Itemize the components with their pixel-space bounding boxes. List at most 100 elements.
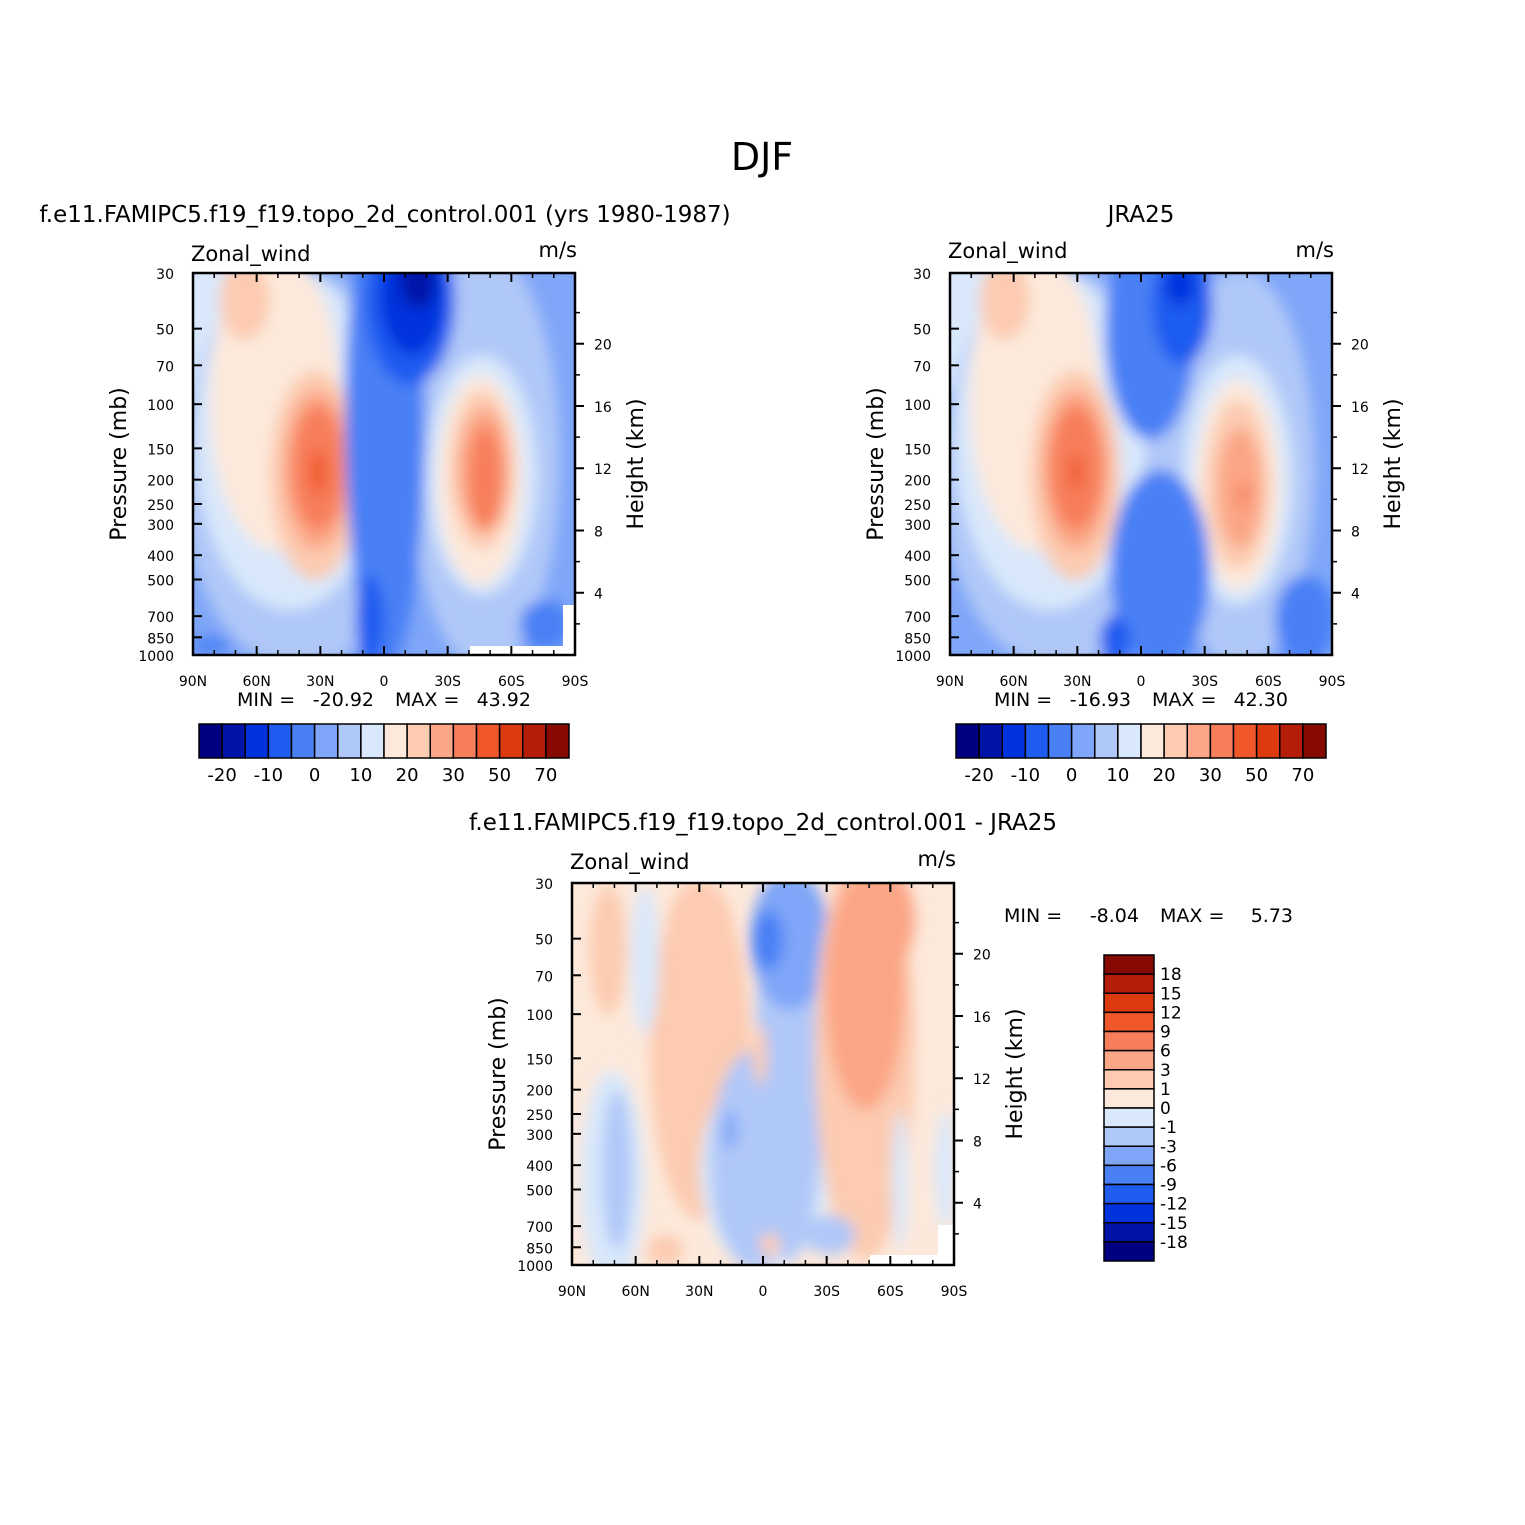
- panel-diff-colorbar-label: -3: [1160, 1137, 1177, 1157]
- panel-model-colorbar-box: [406, 723, 431, 759]
- panel-diff-colorbar-label: -6: [1160, 1156, 1177, 1176]
- panel-diff-colorbar-label: 9: [1160, 1023, 1171, 1043]
- panel-diff-xtick-label: 60N: [622, 1284, 650, 1300]
- panel-model-colorbar-box: [198, 723, 223, 759]
- panel-diff-ytick-label: 70: [535, 969, 553, 985]
- panel-model-xtick-label: 90S: [562, 674, 589, 690]
- panel-obs-xtick-label: 90S: [1319, 674, 1346, 690]
- panel-model-min-label: MIN =: [237, 689, 295, 711]
- panel-diff-ytick-label: 400: [526, 1159, 553, 1175]
- panel-obs-min-label: MIN =: [994, 689, 1052, 711]
- panel-diff-colorbar-box: [1103, 1049, 1155, 1071]
- panel-diff-colorbar-label: -9: [1160, 1176, 1177, 1196]
- panel-diff-colorbar-box: [1103, 1241, 1155, 1262]
- panel-diff-xtick-label: 90N: [558, 1284, 586, 1300]
- panel-obs-xtick-label: 60N: [1000, 674, 1028, 690]
- panel-diff-colorbar-label: 3: [1160, 1061, 1171, 1081]
- panel-diff-ytick-label: 150: [526, 1052, 553, 1068]
- panel-obs-colorbar-box: [1024, 723, 1050, 759]
- panel-diff-y2tick-label: 20: [973, 948, 991, 964]
- panel-obs-variable: Zonal_wind: [948, 239, 1067, 264]
- panel-model-colorbar-label: 70: [534, 765, 557, 786]
- panel-diff-colorbar-box: [1103, 1202, 1155, 1224]
- panel-diff-ytick-label: 100: [526, 1008, 553, 1024]
- panel-model-colorbar-box: [429, 723, 455, 759]
- panel-diff-xtick-label: 60S: [877, 1284, 904, 1300]
- panel-obs-colorbar-box: [1047, 723, 1073, 759]
- panel-model-ytick-label: 30: [156, 267, 174, 283]
- panel-diff-xtick-label: 0: [759, 1284, 768, 1300]
- panel-diff-colorbar-label: -1: [1160, 1118, 1177, 1138]
- panel-model-colorbar: -20 -10 0 10 20 30 50 70: [198, 723, 570, 786]
- panel-obs-ytick-label: 100: [904, 398, 931, 414]
- panel-diff-xtick-label: 30S: [813, 1284, 840, 1300]
- panel-diff-colorbar-box: [1103, 992, 1155, 1014]
- panel-diff-colorbar-box: [1103, 1222, 1155, 1243]
- panel-model-colorbar-label: 10: [349, 765, 372, 786]
- panel-obs-y2tick-label: 20: [1351, 338, 1369, 354]
- panel-diff-colorbar-box: [1103, 1126, 1155, 1147]
- panel-obs-min: -16.93: [1070, 689, 1131, 711]
- panel-obs-ytick-label: 400: [904, 549, 931, 565]
- panel-obs-max-label: MAX =: [1152, 689, 1216, 711]
- panel-obs-ylabel: Pressure (mb): [864, 387, 889, 541]
- panel-obs-ytick-label: 1000: [895, 649, 931, 665]
- panel-obs-xtick-label: 30N: [1063, 674, 1091, 690]
- panel-diff-ytick-label: 700: [526, 1220, 553, 1236]
- panel-diff-ytick-label: 200: [526, 1084, 553, 1100]
- panel-model-y2tick-label: 12: [594, 462, 612, 478]
- panel-diff-xtick-label: 30N: [685, 1284, 713, 1300]
- panel-diff-variable: Zonal_wind: [570, 850, 689, 875]
- panel-diff-ytick-label: 500: [526, 1183, 553, 1199]
- panel-obs-colorbar-box: [1001, 723, 1027, 759]
- panel-diff-title: f.e11.FAMIPC5.f19_f19.topo_2d_control.00…: [469, 810, 1057, 836]
- panel-diff-ytick-label: 1000: [517, 1259, 553, 1275]
- panel-obs-y2tick-label: 4: [1351, 587, 1360, 603]
- panel-obs-ytick-label: 500: [904, 573, 931, 589]
- panel-model-xtick-label: 30S: [434, 674, 461, 690]
- panel-model-ytick-label: 150: [147, 442, 174, 458]
- panel-diff-colorbar-label: -15: [1160, 1214, 1188, 1234]
- panel-obs-colorbar-box: [1094, 723, 1119, 759]
- panel-model-ytick-label: 300: [147, 518, 174, 534]
- panel-model-xtick-label: 60N: [243, 674, 271, 690]
- panel-obs-field: [950, 273, 1332, 655]
- panel-model-ylabel: Pressure (mb): [107, 387, 132, 541]
- panel-diff: f.e11.FAMIPC5.f19_f19.topo_2d_control.00…: [469, 810, 1293, 1300]
- panel-obs-colorbar-box: [1255, 723, 1281, 759]
- panel-obs-ytick-label: 300: [904, 518, 931, 534]
- panel-model-ytick-label: 400: [147, 549, 174, 565]
- panel-diff-min-label: MIN =: [1004, 905, 1062, 927]
- panel-diff-colorbar-box: [1103, 1030, 1155, 1052]
- panel-obs-colorbar-label: 50: [1245, 765, 1268, 786]
- panel-model-colorbar-box: [545, 723, 570, 759]
- panel-diff-ytick-label: 250: [526, 1108, 553, 1124]
- panel-diff-colorbar-label: 12: [1160, 1003, 1182, 1023]
- panel-obs-colorbar-label: 0: [1066, 765, 1077, 786]
- panel-diff-xtick-label: 90S: [941, 1284, 968, 1300]
- panel-diff-y2tick-label: 8: [973, 1134, 982, 1150]
- panel-model-y2tick-label: 4: [594, 587, 603, 603]
- panel-obs-colorbar-box: [1140, 723, 1165, 759]
- panel-obs-colorbar-label: 30: [1199, 765, 1222, 786]
- panel-diff-ytick-label: 850: [526, 1241, 553, 1257]
- panel-obs-colorbar-box: [1070, 723, 1096, 759]
- panel-diff-colorbar-label: -12: [1160, 1195, 1188, 1215]
- panel-diff-y2label: Height (km): [1003, 1008, 1028, 1139]
- panel-model-colorbar-box: [221, 723, 246, 759]
- panel-model-colorbar-box: [267, 723, 293, 759]
- panel-diff-colorbar-label: -18: [1160, 1233, 1188, 1253]
- panel-obs-y2tick-label: 12: [1351, 462, 1369, 478]
- panel-diff-colorbar-label: 6: [1160, 1042, 1171, 1062]
- panel-diff-colorbar-box: [1103, 1088, 1155, 1109]
- panel-obs-ytick-label: 150: [904, 442, 931, 458]
- panel-model-colorbar-box: [337, 723, 362, 759]
- panel-model-colorbar-box: [244, 723, 270, 759]
- panel-diff-units: m/s: [918, 847, 956, 871]
- panel-obs-colorbar-box: [1232, 723, 1258, 759]
- panel-model-variable: Zonal_wind: [191, 242, 310, 267]
- panel-obs-colorbar-label: 70: [1291, 765, 1314, 786]
- panel-diff-colorbar-box: [1103, 1164, 1155, 1186]
